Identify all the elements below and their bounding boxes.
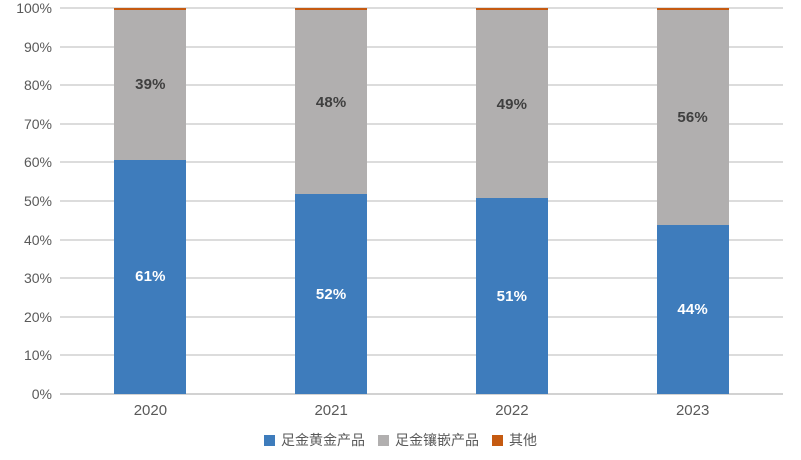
bar-segment: 48% [295, 9, 368, 195]
bar-2022: 51% 49% [475, 8, 548, 394]
x-axis-tick-label: 2022 [495, 402, 529, 419]
bar-segment [295, 8, 368, 10]
legend-label: 足金镶嵌产品 [395, 432, 479, 448]
gridline [60, 277, 783, 280]
bar-segment [475, 8, 548, 10]
plot-area: 61% 39% 52% 48% 51% 49% 44% 56% [60, 7, 783, 395]
gridline [60, 393, 783, 395]
data-label: 44% [677, 301, 708, 318]
gridline [60, 122, 783, 125]
data-label: 39% [135, 76, 166, 94]
gridline [60, 200, 783, 202]
y-axis-tick-label: 40% [23, 231, 52, 248]
legend-swatch-icon [492, 434, 503, 446]
legend-swatch-icon [378, 434, 389, 446]
y-axis-tick-label: 80% [23, 77, 52, 94]
data-label: 49% [496, 95, 528, 113]
data-label: 48% [315, 93, 347, 111]
y-axis-tick-label: 90% [23, 38, 52, 55]
gridline [60, 7, 783, 9]
legend-swatch-icon [264, 434, 275, 446]
bar-2020: 61% 39% [114, 8, 187, 394]
bar-segment: 52% [295, 194, 368, 394]
y-axis-tick-label: 10% [23, 347, 52, 364]
bar-segment [114, 8, 187, 10]
y-axis-tick-label: 0% [31, 386, 52, 402]
y-axis-tick-label: 70% [23, 115, 52, 132]
bar-segment: 61% [114, 159, 187, 394]
category-column-2021: 52% 48% [241, 8, 422, 394]
category-column-2020: 61% 39% [60, 8, 241, 394]
bar-2021: 52% 48% [295, 8, 368, 394]
bar-segment: 44% [656, 225, 729, 394]
data-label: 51% [496, 287, 528, 305]
bar-segment [656, 8, 729, 10]
gridline [60, 45, 783, 48]
gridline [60, 161, 783, 164]
legend-item: 其他 [492, 430, 537, 450]
y-axis: 0% 10% 20% 30% 40% 50% 60% 70% 80% 90% 100% [0, 1, 52, 401]
legend-label: 足金黄金产品 [281, 432, 365, 448]
gridline [60, 238, 783, 241]
y-axis-tick-label: 60% [23, 154, 52, 171]
bar-segment: 56% [656, 9, 729, 226]
data-label: 61% [135, 268, 166, 286]
legend: 足金黄金产品 足金镶嵌产品 其他 [0, 429, 801, 451]
bar-segment: 49% [475, 9, 548, 199]
bar-segment: 39% [114, 9, 187, 160]
category-column-2023: 44% 56% [602, 8, 783, 394]
legend-label: 其他 [509, 432, 537, 448]
bar-2023: 44% 56% [656, 8, 729, 394]
data-label: 52% [315, 285, 347, 303]
legend-item: 足金黄金产品 [264, 430, 365, 450]
x-axis: 2020 2021 2022 2023 [60, 402, 783, 422]
data-label: 56% [677, 108, 708, 126]
x-axis-tick-label: 2021 [314, 402, 348, 419]
gridline [60, 315, 783, 318]
y-axis-tick-label: 30% [23, 270, 52, 287]
y-axis-tick-label: 100% [16, 0, 52, 16]
bar-segment: 51% [475, 198, 548, 394]
gridline [60, 354, 783, 357]
y-axis-tick-label: 50% [23, 193, 52, 209]
gridline [60, 84, 783, 87]
legend-item: 足金镶嵌产品 [378, 430, 479, 450]
category-column-2022: 51% 49% [422, 8, 603, 394]
y-axis-tick-label: 20% [23, 308, 52, 325]
x-axis-tick-label: 2023 [675, 402, 710, 419]
x-axis-tick-label: 2020 [133, 402, 168, 419]
